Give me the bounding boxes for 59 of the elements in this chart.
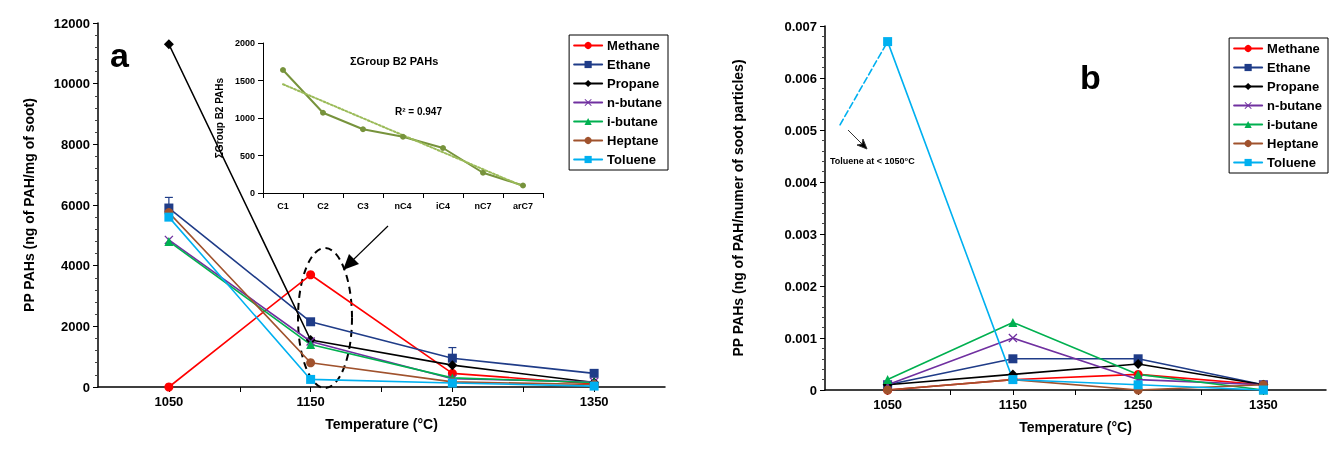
x-tick-label: 1250 <box>1123 397 1153 412</box>
legend-label: Toluene <box>1267 155 1316 170</box>
y-tick-label: 2000 <box>61 318 90 334</box>
y-tick-label: 2000 <box>234 38 255 48</box>
y-axis-title: PP PAHs (ng of PAH/mg of soot) <box>21 98 37 312</box>
y-tick-label: 0 <box>249 188 255 198</box>
x-axis-title: Temperature (°C) <box>1019 419 1132 435</box>
legend-label: i-butane <box>1267 117 1318 132</box>
x-tick-label: nC7 <box>474 200 492 211</box>
y-tick-label: 0.001 <box>784 330 817 346</box>
y-tick-label: 1000 <box>234 113 255 123</box>
x-tick-label: 1050 <box>154 394 184 409</box>
legend-label: Ethane <box>1267 60 1311 75</box>
y-tick-label: 12000 <box>53 15 90 31</box>
y-tick-label: 0.004 <box>784 174 818 190</box>
x-tick-label: 1250 <box>437 394 467 409</box>
legend-label: Heptane <box>1267 136 1319 151</box>
annotation: a <box>110 36 130 74</box>
legend-label: i-butane <box>607 114 658 129</box>
y-tick-label: 0.007 <box>784 18 817 34</box>
y-axis-title: PP PAHs (ng of PAH/numer of soot particles) <box>730 59 746 357</box>
legend-label: Ethane <box>607 57 651 72</box>
y-tick-label: 10000 <box>53 76 90 92</box>
y-tick-label: 0.006 <box>784 70 817 86</box>
x-tick-label: 1150 <box>296 394 325 409</box>
x-tick-label: C1 <box>277 200 289 211</box>
x-tick-label: nC4 <box>394 200 412 211</box>
y-tick-label: 0 <box>809 382 817 398</box>
y-tick-label: 500 <box>239 150 255 161</box>
x-tick-label: C2 <box>317 200 329 211</box>
y-tick-label: 0.003 <box>784 226 817 242</box>
y-tick-label: 6000 <box>61 197 90 213</box>
legend-label: n-butane <box>607 95 663 110</box>
legend-label: Methane <box>607 38 660 53</box>
y-axis-title: ΣGroup B2 PAHs <box>213 77 225 159</box>
legend-label: n-butane <box>1267 98 1323 113</box>
x-tick-label: 1350 <box>1248 397 1278 412</box>
annotation: b <box>1080 58 1101 96</box>
x-tick-label: C3 <box>357 200 369 211</box>
y-tick-label: 1500 <box>234 75 255 86</box>
text: ΣGroup B2 PAHs <box>350 54 439 67</box>
legend-label: Heptane <box>607 133 659 148</box>
x-tick-label: arC7 <box>512 200 534 211</box>
legend-label: Propane <box>607 76 660 91</box>
y-tick-label: 8000 <box>61 136 90 152</box>
x-axis-title: Temperature (°C) <box>325 416 438 432</box>
x-tick-label: 1150 <box>998 397 1027 412</box>
annotation: R² = 0.947 <box>395 105 443 117</box>
y-tick-label: 0 <box>82 379 90 395</box>
legend-label: Methane <box>1267 41 1320 56</box>
y-tick-label: 4000 <box>61 258 90 274</box>
x-tick-label: 1350 <box>579 394 609 409</box>
x-tick-label: 1050 <box>873 397 903 412</box>
y-tick-label: 0.005 <box>784 122 817 138</box>
x-tick-label: iC4 <box>435 200 451 211</box>
y-tick-label: 0.002 <box>784 278 817 294</box>
annotation: Toluene at < 1050°C <box>830 155 916 166</box>
legend-label: Propane <box>1267 79 1320 94</box>
legend-label: Toluene <box>607 152 656 167</box>
